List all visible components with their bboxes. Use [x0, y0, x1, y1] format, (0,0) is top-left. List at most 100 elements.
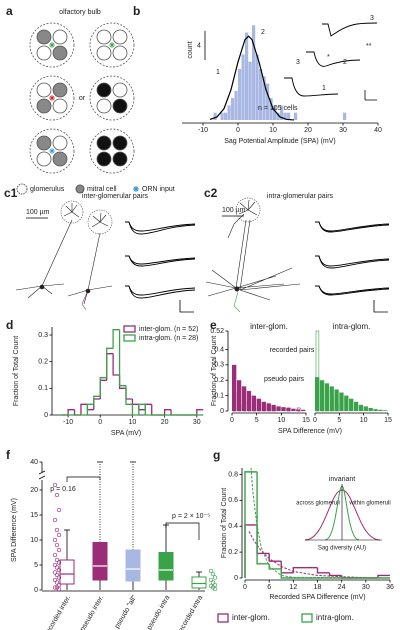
pseudo-bar: [349, 398, 354, 411]
y-tick-label: 0: [234, 575, 238, 582]
recorded-bar: [272, 407, 276, 412]
fit-curve: [248, 531, 391, 579]
x-tick-label: 6: [267, 584, 271, 591]
y-tick-label: 0.1: [214, 392, 224, 399]
step-segment: [256, 524, 270, 555]
y-tick-label: 0.3: [214, 362, 224, 369]
x-axis-label: SPA Difference (mV): [278, 428, 342, 435]
x-tick-label: 5: [337, 417, 341, 424]
pseudo-bar: [358, 404, 364, 411]
bar: [283, 112, 287, 120]
step-segment: [67, 409, 75, 415]
bar: [259, 69, 263, 120]
x-tick-label: 36: [386, 584, 394, 591]
step-segment: [118, 375, 126, 389]
data-point: [208, 568, 214, 574]
y-tick-label: 0.3: [38, 332, 48, 339]
y-axis-label: Fraction of Total Count: [221, 488, 228, 558]
bar: [213, 112, 217, 120]
y-tick-label: 5: [34, 562, 38, 569]
step-segment: [106, 347, 114, 378]
y-tick-label: 0: [220, 408, 224, 415]
bar: [262, 76, 266, 120]
step-segment: [86, 404, 94, 411]
pseudo-bar: [383, 410, 388, 411]
step-segment: [99, 377, 107, 397]
bar: [287, 112, 291, 120]
panel-title: inter-glomerular pairs: [82, 193, 149, 200]
x-tick-label: 10: [269, 127, 277, 134]
fit-curve: [209, 35, 295, 121]
inset-traces: [284, 22, 378, 101]
step-segment: [280, 568, 294, 579]
step-segment: [377, 574, 390, 578]
trace-label: 2: [343, 59, 347, 66]
data-point: [210, 571, 216, 577]
step-segment: [106, 353, 114, 381]
legend-label: glomerulus: [30, 186, 65, 193]
y-tick-label: 10: [30, 537, 38, 544]
x-tick-label: -10: [198, 127, 208, 134]
neuron-drawing: [15, 200, 113, 311]
step-segment: [138, 404, 146, 411]
data-point: [54, 572, 60, 578]
bar: [294, 112, 298, 120]
x-tick-label: 0: [313, 417, 317, 424]
or-label: or: [79, 95, 86, 102]
box: [191, 576, 207, 589]
step-segment: [268, 563, 282, 570]
step-segment: [93, 395, 101, 405]
y-tick-label: 0.1: [38, 385, 48, 392]
data-point: [56, 532, 62, 538]
pseudo-bar: [301, 409, 306, 411]
bar: [227, 105, 231, 120]
box: [59, 559, 75, 585]
data-point: [52, 562, 58, 568]
bar: [343, 112, 347, 120]
inset-label: Sag diversity (AU): [318, 546, 366, 552]
x-tick-label: 0: [98, 419, 102, 426]
x-tick-label: 20: [304, 127, 312, 134]
inset-label: across glomeruli: [296, 501, 340, 507]
data-point: [52, 552, 58, 558]
data-point: [56, 547, 62, 553]
bar: [280, 105, 284, 120]
recorded-bar: [242, 401, 247, 412]
step-segment: [144, 404, 152, 416]
neuron-drawing: [205, 197, 301, 313]
y-axis-label: Fraction of Total Count: [211, 336, 218, 406]
pseudo-bar: [236, 380, 242, 411]
scale-bar-label: 4: [197, 42, 201, 49]
inset-curve: [304, 489, 381, 541]
scale-label: 100 µm: [222, 207, 246, 214]
annotation: pseudo pairs: [264, 376, 305, 383]
panel-label: g: [213, 448, 220, 462]
y-tick-label: 0.52: [210, 328, 224, 335]
step-segment: [118, 329, 126, 387]
panel-label: f: [6, 448, 11, 462]
inset-schematic: [304, 484, 382, 541]
data-point: [52, 482, 58, 488]
step-segment: [316, 567, 330, 574]
panel-label: b: [133, 4, 140, 18]
x-tick-label: 30: [362, 584, 370, 591]
bar: [276, 112, 280, 120]
recorded-bar: [315, 330, 320, 412]
data-point: [54, 492, 60, 498]
n-label: n = 105 cells: [258, 105, 298, 112]
recorded-bar: [257, 404, 261, 412]
pseudo-bar: [334, 389, 339, 411]
y-axis-label: SPA Difference (mV): [11, 498, 18, 562]
bar: [269, 98, 273, 120]
pseudo-bar: [276, 406, 281, 411]
x-tick-label: 0: [230, 417, 234, 424]
pseudo-bar: [353, 401, 359, 411]
inset-label: invariant: [329, 476, 356, 483]
pseudo-bar: [339, 392, 344, 411]
y-tick-label: 0.2: [38, 359, 48, 366]
panel-label: c2: [204, 186, 218, 200]
panel-label: d: [6, 318, 13, 332]
legend: [16, 183, 139, 195]
legend-label: inter-glom. (n = 52): [139, 326, 198, 333]
